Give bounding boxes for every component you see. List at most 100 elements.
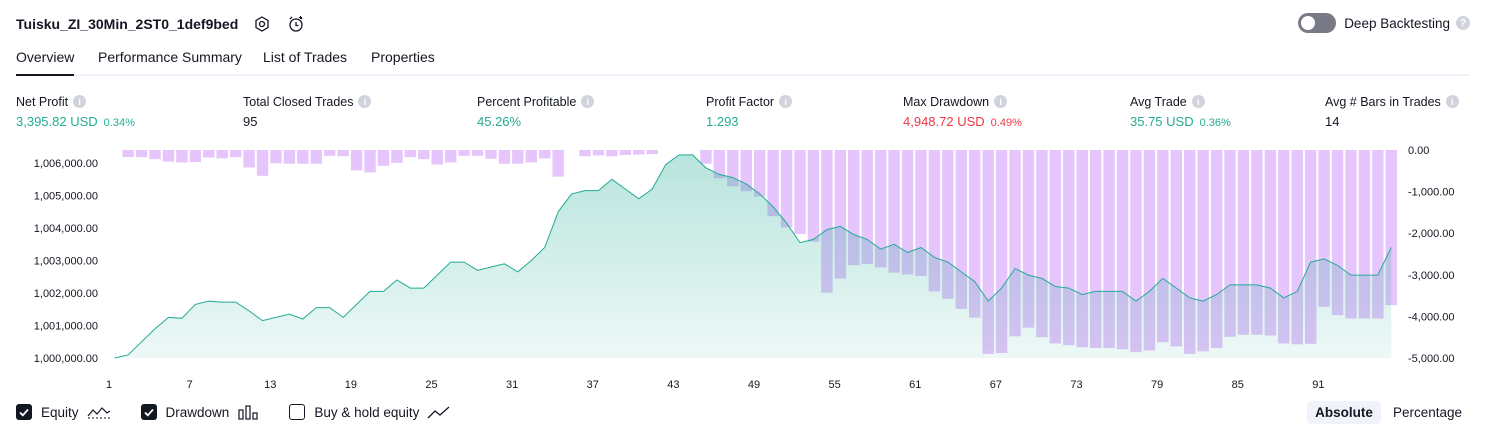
- buy-hold-checkbox[interactable]: [289, 404, 306, 420]
- metrics-row: Net Profit i 3,395.82 USD 0.34% Total Clos…: [16, 94, 1470, 134]
- drawdown-bar: [1022, 150, 1035, 328]
- left-axis-tick: 1,001,000.00: [34, 321, 98, 333]
- tab-performance-summary[interactable]: Performance Summary: [98, 49, 242, 65]
- drawdown-bar: [1291, 150, 1303, 345]
- left-axis-tick: 1,000,000.00: [34, 353, 98, 365]
- drawdown-bar: [1116, 150, 1129, 350]
- metric-max-drawdown: Max Drawdown i 4,948.72 USD 0.49%: [903, 94, 1022, 130]
- metric-percent-profitable: Percent Profitable i 45.26%: [477, 94, 595, 129]
- right-axis-tick: -5,000.00: [1408, 353, 1454, 365]
- x-axis-tick: 61: [909, 379, 921, 391]
- x-axis-tick: 37: [587, 379, 599, 391]
- left-axis-tick: 1,004,000.00: [34, 223, 98, 235]
- x-axis-tick: 7: [187, 379, 193, 391]
- x-axis-tick: 91: [1312, 379, 1324, 391]
- equity-line-icon: [87, 404, 111, 420]
- equity-drawdown-chart[interactable]: 1,000,000.00 1,001,000.00 1,002,000.00 1,00…: [0, 140, 1486, 398]
- legend-equity[interactable]: Equity: [16, 404, 111, 420]
- drawdown-bar: [337, 150, 349, 157]
- info-icon[interactable]: i: [358, 95, 372, 108]
- drawdown-bar: [606, 150, 618, 157]
- info-icon[interactable]: i: [779, 95, 793, 108]
- metric-value: 3,395.82 USD: [16, 114, 98, 129]
- drawdown-bar: [418, 150, 430, 160]
- drawdown-bar: [1157, 150, 1169, 343]
- drawdown-bar: [404, 150, 417, 158]
- drawdown-bar: [767, 150, 779, 217]
- drawdown-bar: [297, 150, 309, 164]
- drawdown-bar: [377, 150, 390, 166]
- buy-hold-line-icon: [427, 404, 451, 420]
- drawdown-bar: [1009, 150, 1021, 337]
- legend-buy-hold[interactable]: Buy & hold equity: [289, 404, 451, 420]
- equity-checkbox[interactable]: [16, 404, 32, 420]
- info-icon[interactable]: i: [994, 95, 1008, 108]
- metric-net-profit: Net Profit i 3,395.82 USD 0.34%: [16, 94, 135, 130]
- drawdown-checkbox[interactable]: [140, 404, 157, 420]
- drawdown-bar: [821, 150, 833, 293]
- legend-drawdown[interactable]: Drawdown: [140, 404, 260, 420]
- metric-label: Net Profit: [16, 94, 69, 109]
- x-axis-tick: 73: [1070, 379, 1082, 391]
- metric-label: Percent Profitable: [477, 94, 577, 109]
- drawdown-bar: [834, 150, 847, 279]
- drawdown-bar: [727, 150, 739, 187]
- help-icon[interactable]: ?: [1456, 16, 1470, 30]
- equity-area: [114, 154, 1392, 358]
- drawdown-bars-icon: [237, 404, 259, 420]
- legend-equity-label: Equity: [41, 404, 79, 420]
- settings-icon[interactable]: [252, 14, 272, 34]
- drawdown-bar: [807, 150, 820, 242]
- drawdown-bar: [229, 150, 242, 158]
- metric-percent: 0.49%: [990, 117, 1022, 129]
- drawdown-bar: [955, 150, 967, 309]
- right-axis-tick: -2,000.00: [1408, 228, 1454, 240]
- drawdown-bar: [539, 150, 551, 159]
- info-icon[interactable]: i: [1191, 95, 1205, 108]
- alert-clock-icon[interactable]: [286, 14, 306, 34]
- drawdown-bar: [1143, 150, 1156, 351]
- info-icon[interactable]: i: [581, 95, 595, 108]
- drawdown-bar: [1251, 150, 1263, 335]
- metric-label: Avg # Bars in Trades: [1325, 94, 1441, 109]
- drawdown-bar: [310, 150, 322, 164]
- metric-avg-bars-in-trades: Avg # Bars in Trades i 14: [1325, 94, 1459, 129]
- drawdown-bar: [1063, 150, 1075, 346]
- drawdown-bar: [324, 150, 336, 156]
- right-axis-tick: -3,000.00: [1408, 270, 1454, 282]
- left-axis: 1,000,000.00 1,001,000.00 1,002,000.00 1,00…: [34, 158, 98, 365]
- drawdown-bar: [915, 150, 927, 277]
- mode-percentage-button[interactable]: Percentage: [1392, 405, 1462, 420]
- drawdown-bar: [1170, 150, 1182, 347]
- drawdown-bar: [848, 150, 860, 266]
- drawdown-bar: [149, 150, 161, 160]
- drawdown-bar: [431, 150, 443, 165]
- tab-list-of-trades[interactable]: List of Trades: [263, 49, 348, 65]
- drawdown-bar: [122, 150, 134, 158]
- tab-overview[interactable]: Overview: [16, 49, 75, 76]
- drawdown-bar: [1224, 150, 1236, 337]
- drawdown-bar: [471, 150, 484, 156]
- left-axis-tick: 1,005,000.00: [34, 191, 98, 203]
- metric-avg-trade: Avg Trade i 35.75 USD 0.36%: [1130, 94, 1231, 130]
- tab-properties[interactable]: Properties: [371, 49, 435, 65]
- drawdown-bar: [498, 150, 511, 164]
- deep-backtesting-control: Deep Backtesting ?: [1298, 13, 1470, 33]
- drawdown-bar: [901, 150, 914, 275]
- right-axis-tick: 0.00: [1408, 145, 1429, 157]
- deep-backtesting-toggle[interactable]: [1298, 13, 1337, 33]
- x-axis-tick: 25: [425, 379, 437, 391]
- metric-value: 35.75 USD: [1130, 114, 1194, 129]
- metric-value: 1.293: [706, 114, 739, 129]
- mode-absolute-button[interactable]: Absolute: [1307, 401, 1381, 424]
- x-axis-tick: 85: [1232, 379, 1244, 391]
- drawdown-bar: [1184, 150, 1196, 354]
- metric-value: 95: [243, 114, 258, 129]
- drawdown-bar: [1076, 150, 1088, 348]
- drawdown-bar: [1331, 150, 1344, 316]
- info-icon[interactable]: i: [73, 95, 87, 108]
- x-axis-tick: 55: [829, 379, 841, 391]
- info-icon[interactable]: i: [1445, 95, 1459, 108]
- drawdown-bar: [391, 150, 403, 163]
- drawdown-bar: [1345, 150, 1357, 319]
